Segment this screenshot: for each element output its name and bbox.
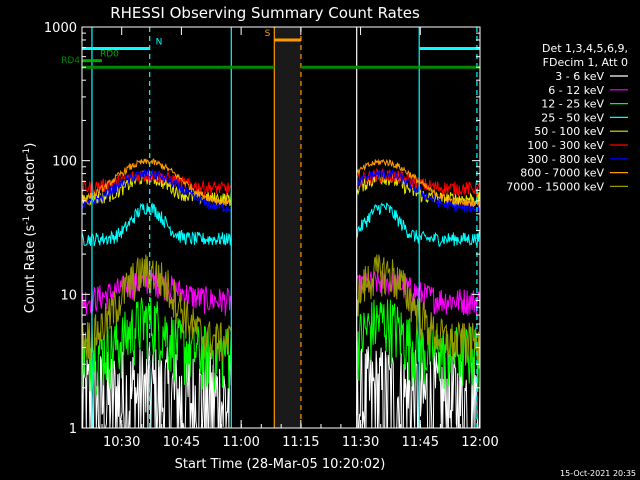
x-tick-label-2: 11:00 [222,435,259,450]
flag-label-rd0: RD0 [100,50,119,60]
series-line-2-segment-0 [81,297,232,396]
x-tick-label-3: 11:15 [282,435,319,450]
x-tick-label-1: 10:45 [163,435,200,450]
series-line-7-segment-0 [81,158,232,207]
saa-shading [274,27,301,428]
flag-label-n: N [156,38,163,48]
series-line-8-segment-0 [81,254,232,362]
series-line-8-segment-1 [356,254,481,367]
series-lines [81,158,481,430]
series-line-1-segment-1 [356,269,481,316]
series-line-3-segment-1 [356,202,481,247]
legend-entry-label-3: 25 - 50 keV [541,111,604,124]
x-tick-label-0: 10:30 [103,435,140,450]
y-axis-label-sup1: -1 [22,216,32,225]
y-tick-label-1: 10 [60,288,77,303]
y-axis-label-mid: detector [23,156,38,216]
legend-entry-label-5: 100 - 300 keV [527,139,604,152]
series-line-5-segment-1 [356,167,481,197]
x-axis-ticks: 10:30 10:45 11:00 11:15 11:30 11:45 12:00 [81,27,499,450]
series-line-7-segment-1 [356,158,481,209]
legend-entry-label-0: 3 - 6 keV [555,70,604,83]
y-axis-label-end: ) [23,143,38,148]
saa-region [274,27,301,428]
vertical-markers [91,27,478,428]
legend-entry-label-6: 300 - 800 keV [527,153,604,166]
y-axis-label: Count Rate (s-1 detector-1) [22,143,38,314]
flag-label-rd4: RD4 [61,56,80,66]
legend-entry-label-1: 6 - 12 keV [548,84,604,97]
y-tick-label-3: 1000 [44,21,77,36]
x-tick-label-4: 11:30 [342,435,379,450]
legend-entry-label-8: 7000 - 15000 keV [506,180,604,193]
legend: Det 1,3,4,5,6,9, FDecim 1, Att 0 3 - 6 k… [506,42,628,193]
series-line-2-segment-1 [356,299,481,392]
x-axis-label: Start Time (28-Mar-05 10:20:02) [175,457,386,472]
x-tick-label-5: 11:45 [402,435,439,450]
legend-header-line-2: FDecim 1, Att 0 [543,56,628,69]
series-line-3-segment-0 [81,202,232,247]
flag-bars: N S RD0 RD4 [61,29,481,69]
x-tick-label-6: 12:00 [461,435,498,450]
y-axis-label-main: Count Rate (s [23,225,38,314]
chart-title: RHESSI Observing Summary Count Rates [110,4,420,22]
flag-label-s: S [265,29,271,39]
y-tick-label-2: 100 [52,155,77,170]
generation-timestamp: 15-Oct-2021 20:35 [560,469,636,478]
y-axis-label-sup2: -1 [22,148,32,157]
legend-header-line-1: Det 1,3,4,5,6,9, [542,42,628,55]
legend-entry-label-4: 50 - 100 keV [534,125,604,138]
legend-entry-label-7: 800 - 7000 keV [520,167,604,180]
y-tick-label-0: 1 [69,422,77,437]
y-axis-ticks: 1 10 100 1000 [44,21,480,437]
legend-entry-label-2: 12 - 25 keV [541,98,604,111]
series-line-6-segment-0 [81,168,232,213]
series-line-6-segment-1 [356,168,481,213]
